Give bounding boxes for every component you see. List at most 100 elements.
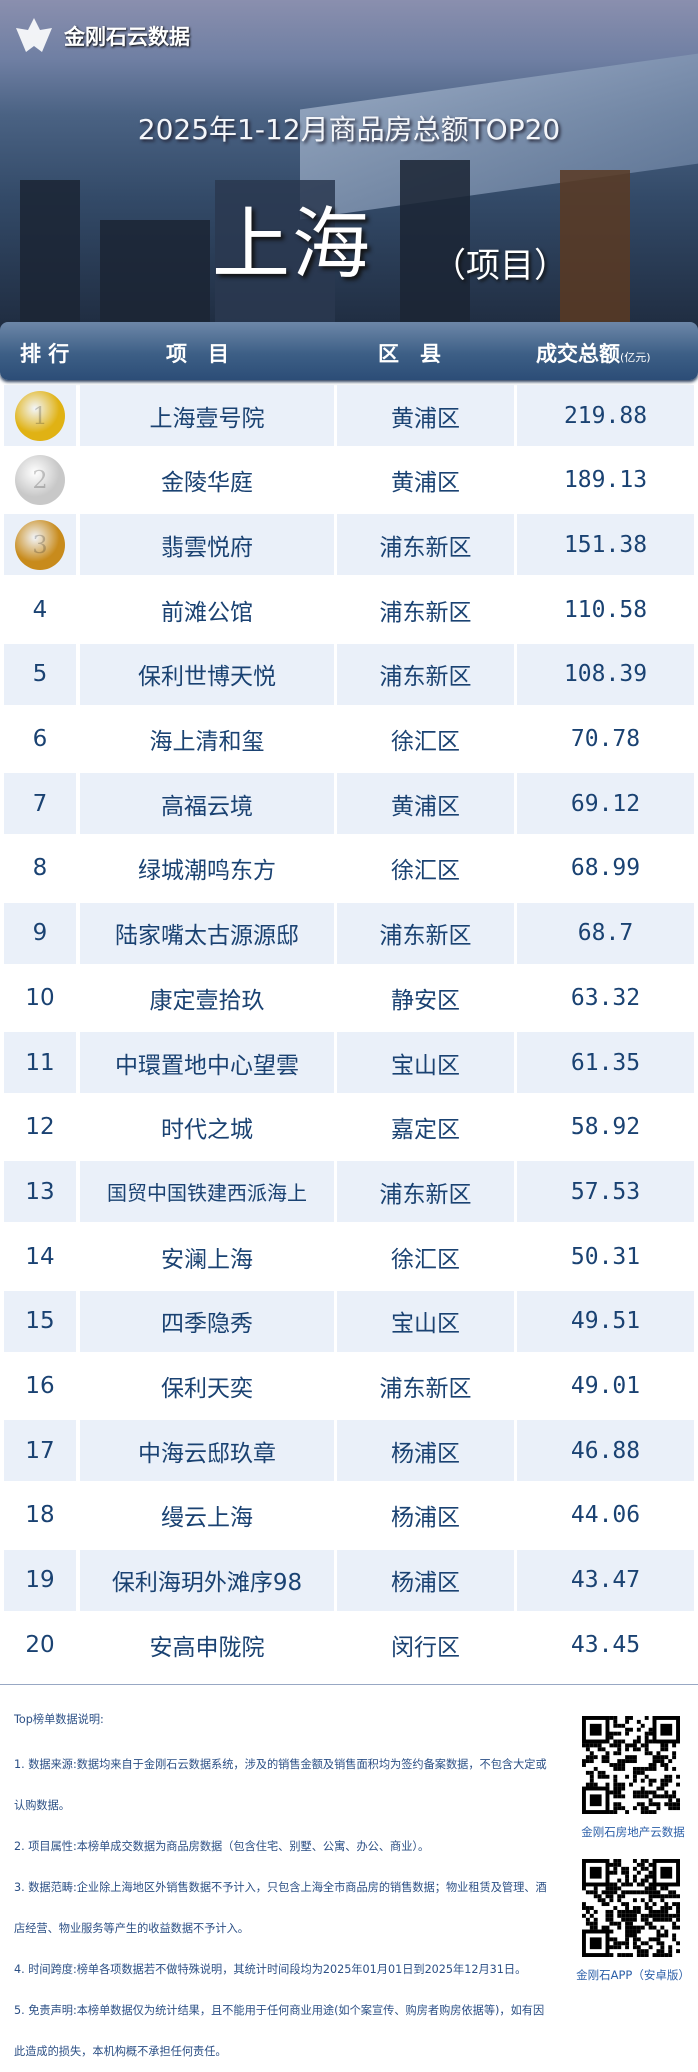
amount-cell: 68.7: [517, 902, 694, 964]
table-row: 9 陆家嘴太古源源邸 浦东新区 68.7: [0, 902, 698, 964]
project-cell: 中環置地中心望雲: [80, 1032, 334, 1093]
district-cell: 浦东新区: [337, 902, 514, 964]
rank-number: 14: [25, 1243, 55, 1270]
table-row: 16 保利天奕 浦东新区 49.01: [0, 1356, 698, 1417]
rank-number: 19: [25, 1567, 55, 1594]
amount-cell: 219.88: [517, 385, 694, 446]
rank-cell: 16: [4, 1356, 76, 1417]
table-row: 19 保利海玥外滩序98 杨浦区 43.47: [0, 1549, 698, 1611]
project-cell: 海上清和玺: [149, 729, 265, 755]
table-row: 12 时代之城 嘉定区 58.92: [0, 1097, 698, 1158]
header-banner: 金刚石云数据 2025年1-12月商品房总额TOP20 上海 （项目）: [0, 0, 698, 330]
district-cell: 浦东新区: [379, 599, 472, 626]
table-row: 18 缦云上海 杨浦区 44.06: [0, 1485, 698, 1546]
amount-cell: 49.01: [570, 1373, 641, 1399]
project-cell: 高福云境: [80, 773, 334, 835]
rank-cell: 20: [4, 1614, 76, 1675]
district-cell: 浦东新区: [337, 514, 514, 576]
amount-cell: 70.78: [570, 726, 641, 752]
district-cell: 杨浦区: [337, 1549, 514, 1611]
rank-number: 7: [32, 790, 48, 817]
project-cell: 国贸中国铁建西派海上: [80, 1161, 334, 1223]
rank-number: 8: [32, 855, 48, 882]
table-row: 20 安高申陇院 闵行区 43.45: [0, 1614, 698, 1675]
rank-cell: 14: [4, 1226, 76, 1287]
rank-cell: 2: [4, 450, 76, 511]
rank-number: 12: [25, 1114, 55, 1141]
column-district: 区 县: [378, 342, 441, 366]
table-row: 8 绿城潮鸣东方 徐汇区 68.99: [0, 838, 698, 899]
project-cell: 四季隐秀: [80, 1290, 334, 1352]
rank-number: 11: [25, 1049, 55, 1076]
table-row: 17 中海云邸玖章 杨浦区 46.88: [0, 1420, 698, 1482]
rank-number: 9: [32, 920, 48, 947]
medal-icon: 3: [15, 519, 65, 570]
column-amount-label: 成交总额: [536, 342, 620, 366]
brand-logo: 金刚石云数据: [14, 16, 190, 56]
district-cell: 浦东新区: [337, 643, 514, 705]
table-row: 3 翡雲悦府 浦东新区 151.38: [0, 514, 698, 576]
rank-cell: 9: [4, 902, 76, 964]
city-subtitle: （项目）: [432, 246, 568, 286]
amount-cell: 110.58: [563, 596, 648, 623]
project-cell: 保利天奕: [161, 1376, 253, 1402]
project-cell: 安澜上海: [161, 1246, 253, 1273]
district-cell: 徐汇区: [391, 729, 460, 755]
note-item: 2. 项目属性:本榜单成交数据为商品房数据（包含住宅、别墅、公寓、办公、商业）。: [14, 1840, 430, 1853]
amount-cell: 108.39: [517, 643, 694, 705]
column-project: 项 目: [166, 342, 229, 366]
district-cell: 徐汇区: [391, 1246, 460, 1273]
note-item: 4. 时间跨度:榜单各项数据若不做特殊说明，其统计时间段均为2025年01月01…: [14, 1963, 527, 1976]
rank-cell: 17: [4, 1420, 76, 1482]
project-cell: 陆家嘴太古源源邸: [80, 902, 334, 964]
rank-cell: 4: [4, 579, 76, 640]
project-cell: 中海云邸玖章: [80, 1420, 334, 1482]
rank-number: 20: [25, 1631, 55, 1658]
table-row: 14 安澜上海 徐汇区 50.31: [0, 1226, 698, 1287]
table-row: 7 高福云境 黄浦区 69.12: [0, 773, 698, 835]
project-cell: 绿城潮鸣东方: [138, 858, 276, 885]
table-header: 排 行 项 目 区 县 成交总额(亿元): [0, 322, 698, 380]
amount-cell: 68.99: [570, 855, 641, 882]
district-cell: 宝山区: [337, 1032, 514, 1093]
rank-cell: 15: [4, 1290, 76, 1352]
medal-icon: 1: [15, 390, 65, 441]
amount-cell: 43.47: [517, 1549, 694, 1611]
table-row: 6 海上清和玺 徐汇区 70.78: [0, 709, 698, 770]
district-cell: 浦东新区: [379, 1376, 472, 1402]
amount-cell: 189.13: [563, 467, 648, 494]
amount-cell: 46.88: [517, 1420, 694, 1482]
amount-cell: 44.06: [570, 1502, 641, 1529]
qr-code-icon: [582, 1710, 680, 1820]
diamond-logo-icon: [14, 16, 54, 56]
project-cell: 保利世博天悦: [80, 643, 334, 705]
project-cell: 缦云上海: [161, 1505, 253, 1532]
amount-cell: 43.45: [570, 1631, 641, 1658]
city-title: 上海: [212, 200, 373, 290]
rank-cell: 12: [4, 1097, 76, 1158]
amount-cell: 57.53: [517, 1161, 694, 1223]
project-cell: 翡雲悦府: [80, 514, 334, 576]
rank-cell: 19: [4, 1549, 76, 1611]
amount-cell: 50.31: [570, 1243, 641, 1270]
district-cell: 黄浦区: [337, 773, 514, 835]
rank-number: 18: [25, 1502, 55, 1529]
rank-number: 5: [32, 661, 48, 688]
column-rank: 排 行: [20, 342, 70, 366]
qr-label-app: 金刚石APP（安卓版）: [576, 1968, 690, 1982]
project-cell: 前滩公馆: [161, 599, 253, 626]
rank-cell: 10: [4, 967, 76, 1028]
note-item: 1. 数据来源:数据均来自于金刚石云数据系统，涉及的销售金额及销售面积均为签约备…: [14, 1758, 547, 1812]
table-row: 1 上海壹号院 黄浦区 219.88: [0, 385, 698, 446]
district-cell: 闵行区: [391, 1634, 460, 1661]
table-row: 11 中環置地中心望雲 宝山区 61.35: [0, 1032, 698, 1093]
project-cell: 安高申陇院: [149, 1634, 265, 1661]
divider: [0, 1684, 698, 1685]
district-cell: 浦东新区: [337, 1161, 514, 1223]
rank-cell: 13: [4, 1161, 76, 1223]
project-cell: 保利海玥外滩序98: [80, 1549, 334, 1611]
project-cell: 金陵华庭: [161, 470, 253, 497]
district-cell: 徐汇区: [391, 858, 460, 885]
rank-cell: 18: [4, 1485, 76, 1546]
rank-cell: 1: [4, 385, 76, 446]
